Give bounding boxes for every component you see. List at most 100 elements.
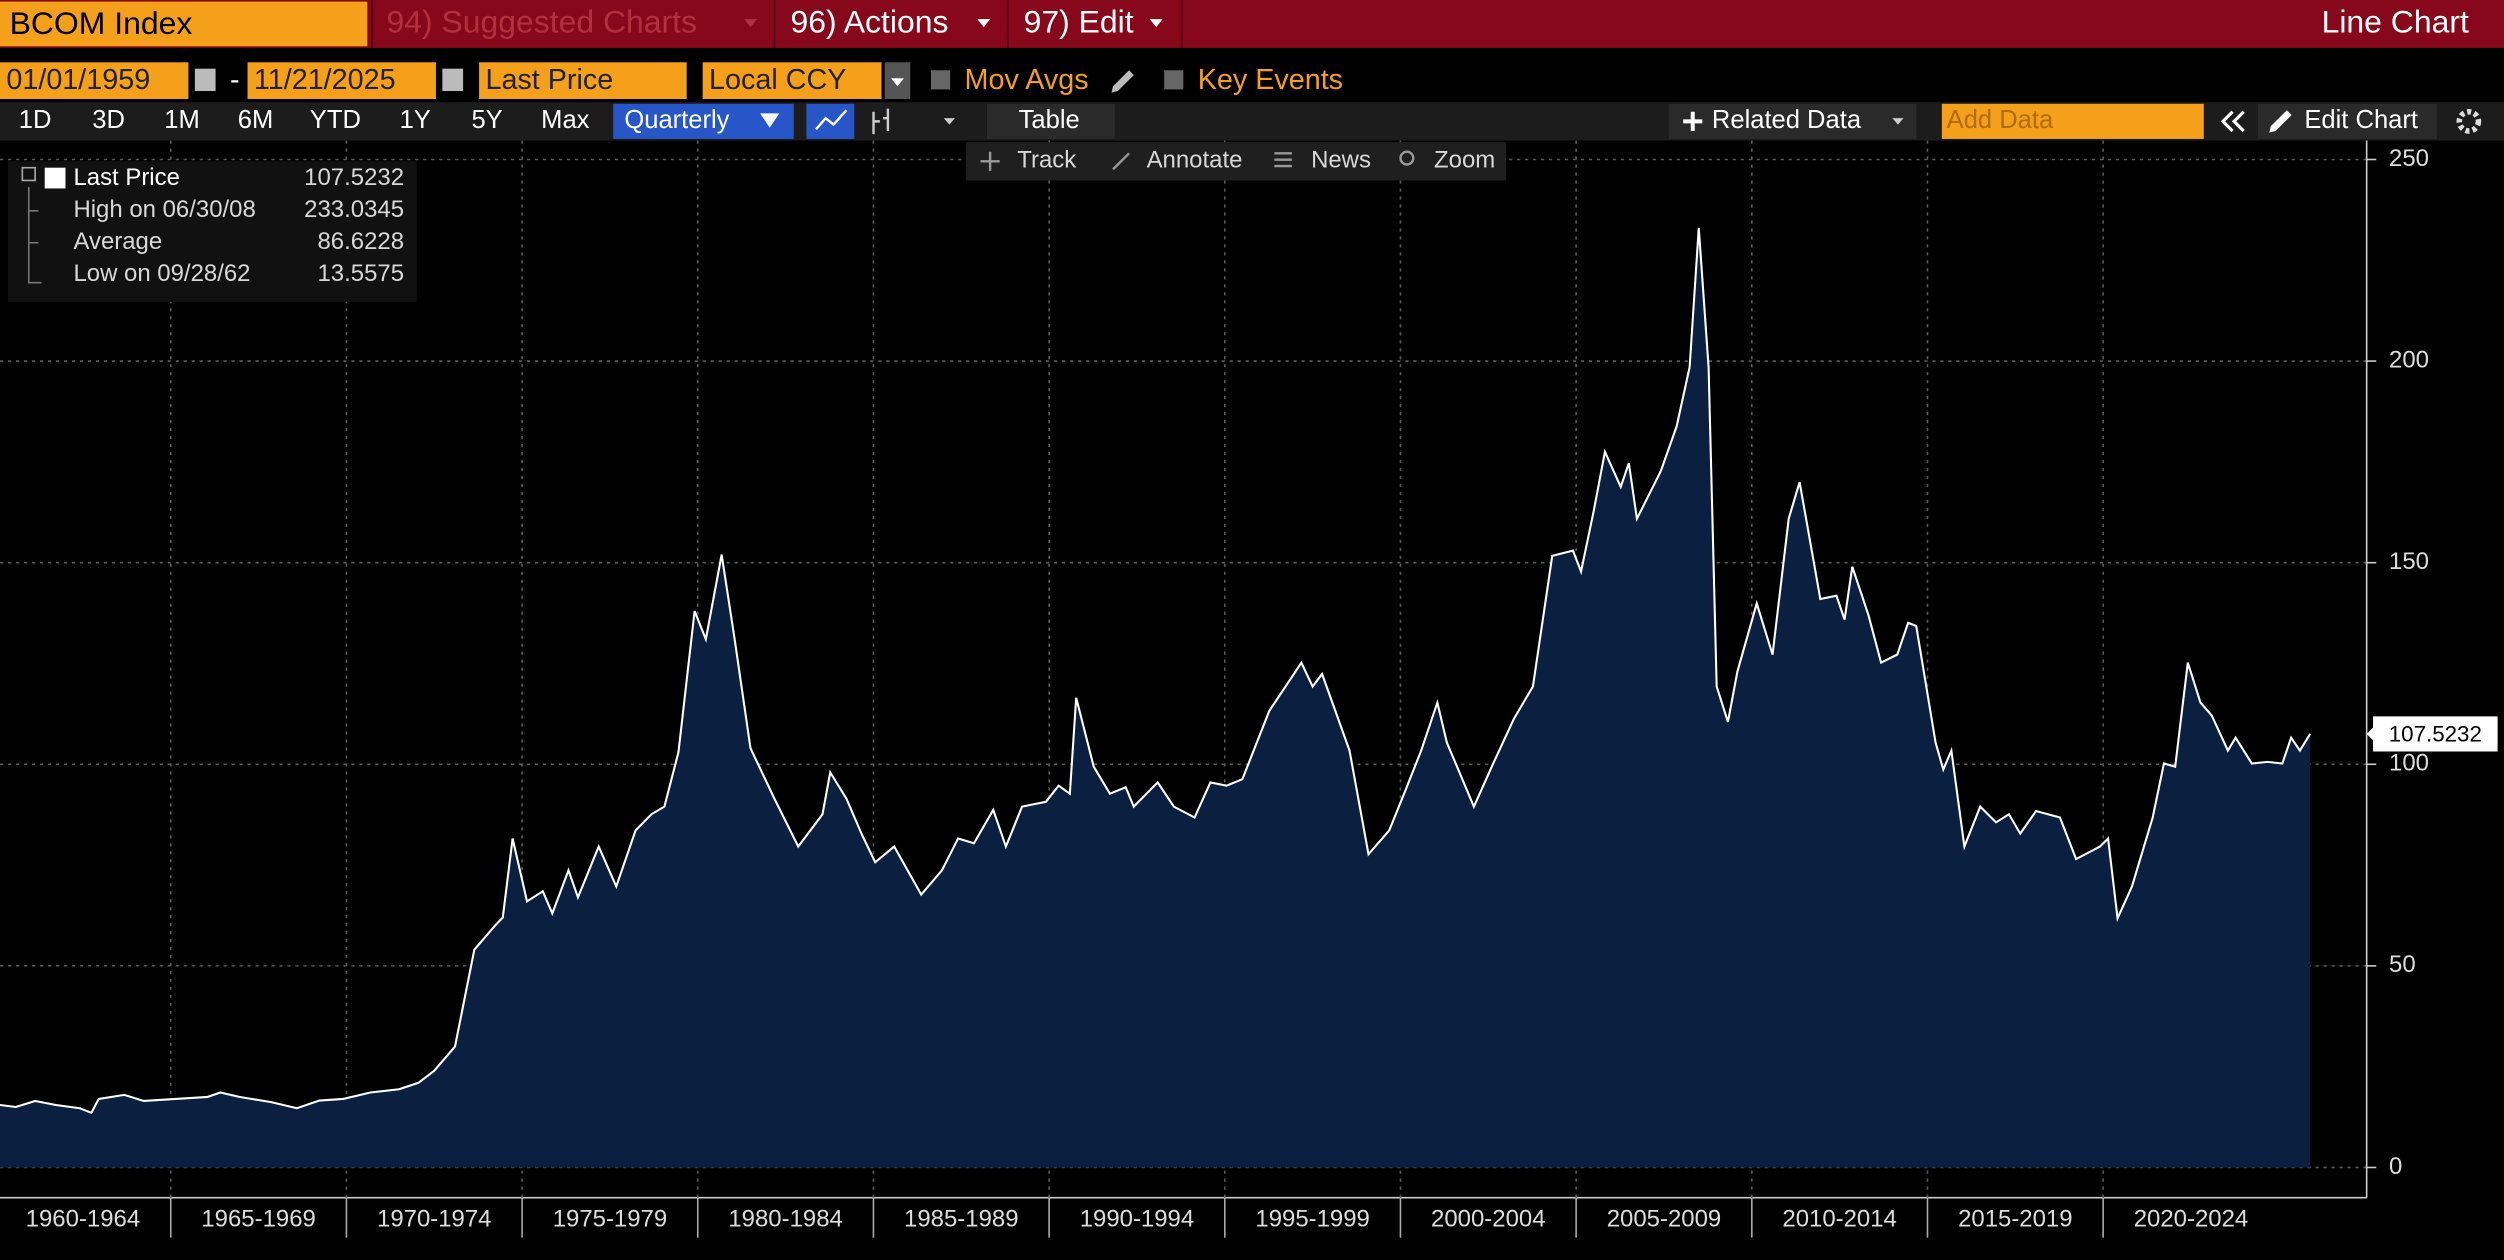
checkbox[interactable] [931,70,951,90]
plus-icon [1683,111,1703,131]
dropdown-arrow [977,19,991,28]
currency-box[interactable] [702,62,882,100]
pencil-icon[interactable] [1111,70,1134,93]
stat-label: High on 06/30/08 [73,196,255,223]
plot-area: 0 50 100 150 200 250 1960-1964 1965-1969 1970-19… [0,140,2429,1238]
x-axis-strip [0,1197,2367,1238]
toggle-label[interactable]: Mov Avgs [965,64,1089,96]
last-price-label: 107.5232 [2389,721,2482,746]
x-tick-label: 1985-1989 [904,1205,1018,1232]
y-tick-label: 150 [2389,548,2429,575]
settings-icon[interactable] [2456,108,2482,134]
related-data-box[interactable] [1668,103,1917,139]
chart-tool[interactable]: Track [1017,147,1076,174]
view-name: Line Chart [2322,3,2469,39]
x-tick-label: 1965-1969 [201,1205,315,1232]
pencil-icon [2269,110,2292,133]
x-tick-label: 2020-2024 [2134,1205,2248,1232]
period-button[interactable]: 3D [92,106,125,134]
x-tick-label: 1980-1984 [728,1205,842,1232]
zoom-icon [1399,150,1415,166]
y-tick-label: 50 [2389,951,2416,978]
y-tick-label: 250 [2389,145,2429,172]
chart-tool[interactable]: Zoom [1434,147,1495,174]
chart-tool[interactable]: News [1311,147,1371,174]
related-data[interactable]: Related Data [1712,106,1862,134]
stat-value: 233.0345 [304,196,404,223]
start-date-box[interactable] [0,62,189,100]
currency[interactable]: Local CCY [709,64,846,96]
title-bar [0,0,2504,48]
period-button[interactable]: 5Y [471,106,502,134]
end-date-box[interactable] [247,62,436,100]
x-tick-label: 1975-1979 [553,1205,667,1232]
add-data-placeholder[interactable]: Add Data [1947,106,2054,134]
dropdown-arrow[interactable] [943,118,955,125]
calendar-icon[interactable] [194,68,216,92]
stat-value: 86.6228 [317,228,404,255]
last-price-pointer [2366,725,2375,742]
legend-swatch [44,167,66,189]
period-button[interactable]: 1M [164,106,200,134]
legend-value: 107.5232 [304,164,404,191]
x-tick-label: 2005-2009 [1607,1205,1721,1232]
chart-tool[interactable]: Annotate [1147,147,1243,174]
stat-value: 13.5575 [317,260,404,287]
x-tick-label: 1995-1999 [1255,1205,1369,1232]
x-tick-label: 1970-1974 [377,1205,491,1232]
x-tick-label: 1960-1964 [26,1205,140,1232]
field-box[interactable] [479,62,687,100]
x-tick-label: 1990-1994 [1080,1205,1194,1232]
start-date[interactable]: 01/01/1959 [6,64,150,96]
add-data-box[interactable] [1941,103,2204,139]
x-tick-label: 2015-2019 [1958,1205,2072,1232]
x-tick-label: 2000-2004 [1431,1205,1545,1232]
menu[interactable]: 97) Edit [1024,3,1134,39]
period-button[interactable]: 1Y [400,106,431,134]
toggle-label[interactable]: Key Events [1198,64,1343,96]
period-button[interactable]: 1D [19,106,52,134]
stat-label: Average [73,228,162,255]
dropdown-arrow [1149,19,1163,28]
edit-chart-box[interactable] [2258,103,2437,139]
y-tick-label: 0 [2389,1153,2402,1180]
collapse-icon[interactable] [2220,110,2245,133]
tree-lines [27,186,42,284]
calendar-icon[interactable] [442,68,464,92]
menu[interactable]: 94) Suggested Charts [386,3,697,39]
bar-icon[interactable] [872,108,890,135]
frequency-box[interactable] [613,103,794,139]
dropdown-arrow [760,113,780,128]
news-icon [1274,152,1292,168]
menu[interactable]: 96) Actions [790,3,948,39]
period-button[interactable]: YTD [310,106,361,134]
legend-label: Last Price [73,164,179,191]
legend-panel [7,161,417,302]
table-button[interactable]: Table [1019,106,1080,134]
dropdown-arrow [1892,118,1904,125]
security-box[interactable] [0,1,368,47]
checkbox[interactable] [1164,70,1184,90]
end-date[interactable]: 11/21/2025 [254,64,396,96]
period-button[interactable]: Max [541,106,589,134]
field[interactable]: Last Price [485,64,613,96]
y-tick-label: 200 [2389,346,2429,373]
edit-chart[interactable]: Edit Chart [2304,106,2418,134]
table-button-box[interactable] [986,103,1115,139]
x-tick-label: 2010-2014 [1782,1205,1896,1232]
dropdown-arrow [891,78,904,87]
line-icon [815,109,848,131]
dropdown-arrow [744,19,757,28]
annotate-icon [1112,152,1130,171]
track-icon [980,151,1000,171]
overlay: 107.5232 [2366,716,2498,752]
frequency[interactable]: Quarterly [624,106,729,134]
last-price-tag [2373,716,2498,752]
period-button[interactable]: 6M [238,106,274,134]
security[interactable]: BCOM Index [10,5,193,41]
stat-label: Low on 09/28/62 [73,260,250,287]
y-tick-label: 100 [2389,750,2429,777]
collapse-box[interactable] [21,166,36,182]
area [0,227,2311,1168]
